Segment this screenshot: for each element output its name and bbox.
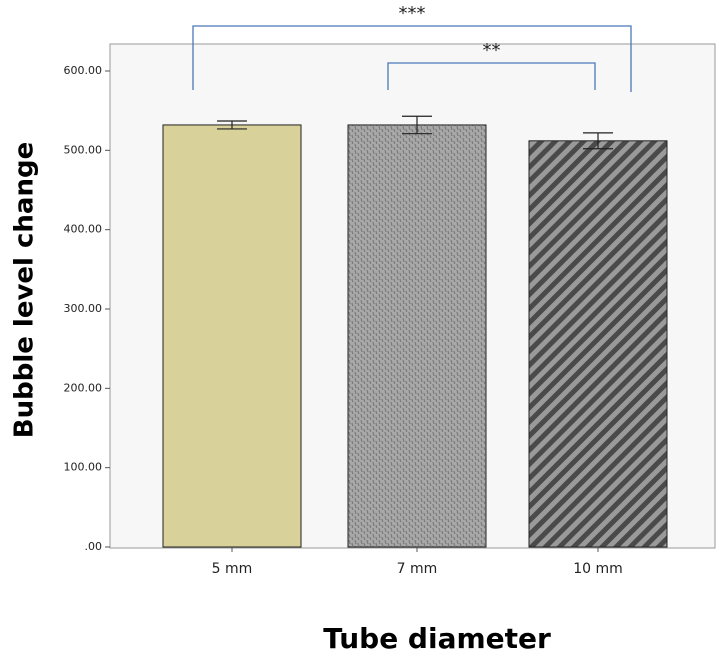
- significance-label: **: [483, 40, 501, 61]
- y-tick-label: 300.00: [64, 302, 103, 315]
- bar: [528, 140, 668, 548]
- x-tick-label: 7 mm: [397, 561, 438, 577]
- x-tick-label: 5 mm: [212, 561, 253, 577]
- significance-bracket: [192, 25, 632, 92]
- y-tick-label: .00: [85, 540, 103, 553]
- bar: [347, 124, 487, 548]
- x-axis-title: Tube diameter: [323, 622, 551, 655]
- y-axis-title: Bubble level change: [10, 142, 40, 438]
- y-tick-label: 400.00: [64, 223, 103, 236]
- significance-bracket: [387, 62, 596, 90]
- significance-label: ***: [399, 3, 426, 24]
- y-tick-label: 200.00: [64, 381, 103, 394]
- bar: [162, 124, 302, 548]
- error-bar: [402, 115, 432, 135]
- y-tick-label: 100.00: [64, 461, 103, 474]
- error-bar: [583, 132, 613, 150]
- x-tick-label: 10 mm: [573, 561, 623, 577]
- y-tick-label: 500.00: [64, 143, 103, 156]
- y-tick-label: 600.00: [64, 64, 103, 77]
- error-bar: [217, 120, 247, 130]
